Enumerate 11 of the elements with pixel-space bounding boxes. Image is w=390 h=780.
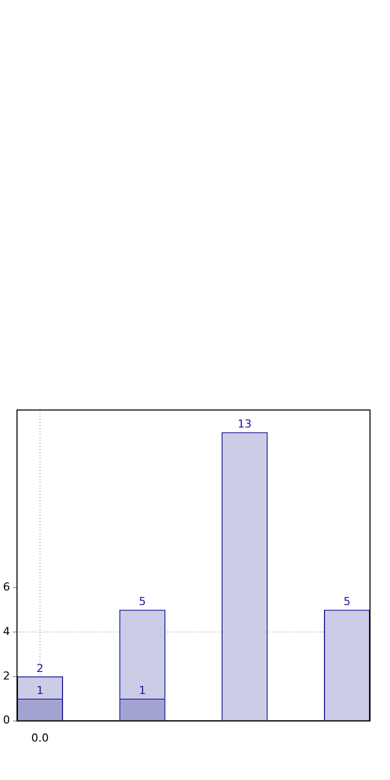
data-label: 1	[36, 684, 44, 697]
y-tick-label: 0	[3, 714, 10, 727]
y-tick-label: 2	[3, 669, 10, 682]
y-tick-label: 6	[3, 580, 10, 594]
total-label: 5	[138, 595, 146, 608]
total-label: 5	[343, 595, 350, 608]
total-label: 2	[36, 662, 44, 675]
y-tick-label: 4	[3, 624, 10, 638]
total-label: 13	[238, 418, 252, 431]
x-tick-label: 0.0	[31, 731, 49, 744]
data-label: 1	[138, 684, 146, 697]
